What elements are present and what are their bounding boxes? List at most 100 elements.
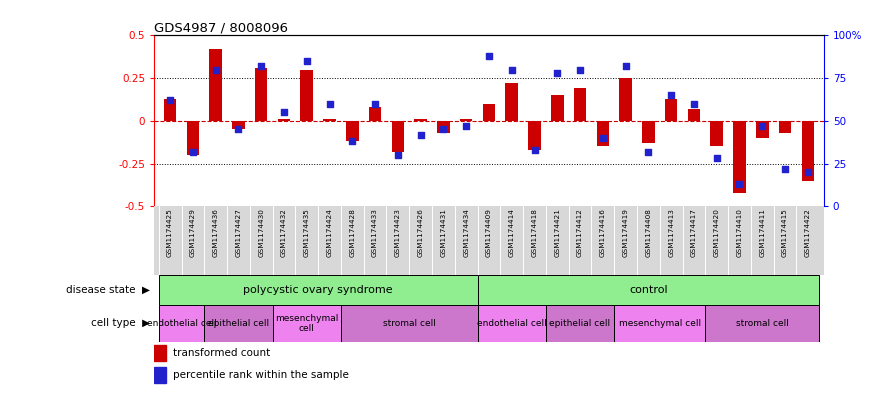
Text: stromal cell: stromal cell	[383, 319, 436, 328]
Bar	[323, 119, 336, 121]
Text: GSM1174433: GSM1174433	[372, 208, 378, 257]
Text: cell type  ▶: cell type ▶	[91, 318, 150, 328]
FancyBboxPatch shape	[546, 305, 614, 342]
Bar	[369, 107, 381, 121]
FancyBboxPatch shape	[614, 305, 706, 342]
Text: GSM1174422: GSM1174422	[804, 208, 811, 257]
Text: GSM1174417: GSM1174417	[691, 208, 697, 257]
Point	[664, 92, 678, 98]
Point	[618, 63, 633, 69]
Bar	[619, 78, 632, 121]
Bar	[802, 121, 814, 181]
Point	[368, 101, 382, 107]
Bar	[756, 121, 768, 138]
Text: mesenchymal
cell: mesenchymal cell	[275, 314, 338, 333]
Text: GSM1174435: GSM1174435	[304, 208, 310, 257]
Bar	[506, 83, 518, 121]
Bar	[551, 95, 564, 121]
Text: GSM1174408: GSM1174408	[646, 208, 651, 257]
Text: GSM1174425: GSM1174425	[167, 208, 174, 257]
FancyBboxPatch shape	[159, 275, 478, 305]
Bar	[529, 121, 541, 150]
Point	[300, 58, 314, 64]
Point	[186, 149, 200, 155]
Text: stromal cell: stromal cell	[736, 319, 788, 328]
Point	[732, 181, 746, 187]
Text: polycystic ovary syndrome: polycystic ovary syndrome	[243, 285, 393, 295]
Point	[391, 152, 405, 158]
Bar	[574, 88, 587, 121]
Text: GSM1174427: GSM1174427	[235, 208, 241, 257]
Text: GSM1174432: GSM1174432	[281, 208, 287, 257]
FancyBboxPatch shape	[478, 275, 819, 305]
Text: GSM1174419: GSM1174419	[623, 208, 629, 257]
Bar	[187, 121, 199, 155]
Bar	[154, 367, 167, 383]
Text: GSM1174426: GSM1174426	[418, 208, 424, 257]
FancyBboxPatch shape	[478, 305, 546, 342]
Bar	[391, 121, 404, 152]
Point	[505, 66, 519, 73]
Bar	[278, 119, 290, 121]
Point	[209, 66, 223, 73]
Text: GSM1174424: GSM1174424	[327, 208, 332, 257]
Text: GSM1174412: GSM1174412	[577, 208, 583, 257]
Bar	[665, 99, 677, 121]
Point	[528, 147, 542, 153]
Text: GSM1174410: GSM1174410	[737, 208, 743, 257]
Bar	[710, 121, 723, 147]
Bar	[300, 70, 313, 121]
Bar	[154, 345, 167, 362]
Bar	[483, 104, 495, 121]
Bar	[460, 119, 472, 121]
Text: GSM1174434: GSM1174434	[463, 208, 470, 257]
Point	[459, 123, 473, 129]
Bar	[642, 121, 655, 143]
Bar	[779, 121, 791, 133]
Bar	[733, 121, 745, 193]
Point	[778, 165, 792, 172]
Text: mesenchymal cell: mesenchymal cell	[618, 319, 700, 328]
FancyBboxPatch shape	[341, 305, 478, 342]
Text: GSM1174430: GSM1174430	[258, 208, 264, 257]
Text: GSM1174413: GSM1174413	[668, 208, 674, 257]
Bar	[233, 121, 245, 129]
FancyBboxPatch shape	[706, 305, 819, 342]
Point	[596, 135, 610, 141]
Bar	[596, 121, 609, 147]
Text: GSM1174429: GSM1174429	[190, 208, 196, 257]
Text: disease state  ▶: disease state ▶	[66, 285, 150, 295]
Point	[232, 126, 246, 132]
Text: endothelial cell: endothelial cell	[477, 319, 546, 328]
Point	[687, 101, 701, 107]
Point	[710, 155, 724, 162]
Point	[163, 97, 177, 103]
Point	[482, 53, 496, 59]
Text: GSM1174423: GSM1174423	[395, 208, 401, 257]
Text: epithelial cell: epithelial cell	[208, 319, 269, 328]
Bar	[414, 119, 427, 121]
Text: GSM1174414: GSM1174414	[508, 208, 515, 257]
Point	[551, 70, 565, 76]
Text: GSM1174421: GSM1174421	[554, 208, 560, 257]
Bar	[437, 121, 449, 133]
Text: GSM1174428: GSM1174428	[349, 208, 355, 257]
Text: endothelial cell: endothelial cell	[146, 319, 217, 328]
Bar	[164, 99, 176, 121]
Point	[345, 138, 359, 145]
Point	[277, 109, 291, 116]
Bar	[346, 121, 359, 141]
Point	[413, 131, 427, 138]
Text: GSM1174436: GSM1174436	[212, 208, 218, 257]
FancyBboxPatch shape	[204, 305, 272, 342]
FancyBboxPatch shape	[159, 305, 204, 342]
Text: epithelial cell: epithelial cell	[550, 319, 611, 328]
Text: GSM1174420: GSM1174420	[714, 208, 720, 257]
Text: GSM1174411: GSM1174411	[759, 208, 766, 257]
Point	[436, 126, 450, 132]
Text: transformed count: transformed count	[173, 348, 270, 358]
Point	[641, 149, 655, 155]
Text: control: control	[629, 285, 668, 295]
Bar	[255, 68, 268, 121]
Point	[801, 169, 815, 175]
